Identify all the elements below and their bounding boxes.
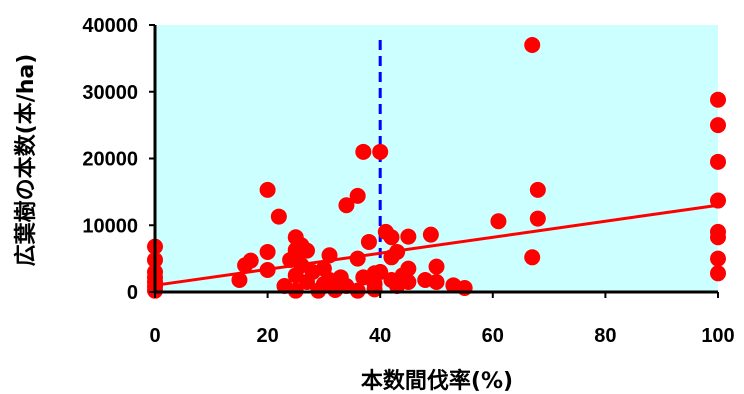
y-tick-label: 10000 — [82, 215, 138, 237]
data-point — [400, 273, 417, 290]
data-point — [383, 229, 400, 246]
data-point — [529, 181, 546, 198]
data-point — [389, 243, 406, 260]
data-point — [259, 181, 276, 198]
data-point — [355, 143, 372, 160]
data-point — [349, 250, 366, 267]
data-point — [710, 117, 726, 134]
data-point — [490, 213, 507, 230]
y-tick-label: 0 — [127, 282, 138, 304]
x-tick-label: 100 — [701, 325, 734, 347]
data-point — [242, 252, 259, 269]
data-point — [349, 187, 366, 204]
data-point — [400, 228, 417, 245]
data-point — [259, 243, 276, 260]
data-point — [400, 260, 417, 277]
y-tick-label: 30000 — [82, 82, 138, 104]
x-tick-label: 40 — [369, 325, 391, 347]
data-point — [270, 208, 287, 225]
x-tick-label: 20 — [256, 325, 278, 347]
data-point — [372, 143, 389, 160]
data-point — [456, 279, 473, 296]
data-point — [529, 210, 546, 227]
data-point — [710, 192, 726, 209]
data-point — [428, 273, 445, 290]
data-point — [299, 242, 316, 259]
x-tick-label: 0 — [149, 325, 160, 347]
data-point — [710, 265, 726, 282]
x-tick-label: 60 — [482, 325, 504, 347]
data-point — [321, 247, 338, 264]
plot-area — [155, 25, 718, 292]
data-point — [710, 229, 726, 246]
data-point — [524, 37, 541, 54]
data-point — [259, 261, 276, 278]
data-point — [524, 249, 541, 266]
data-point — [710, 250, 726, 267]
x-axis-title: 本数間伐率(%) — [361, 368, 513, 394]
y-axis-title: 広葉樹の本数(本/ha) — [13, 54, 39, 267]
x-tick-label: 80 — [594, 325, 616, 347]
data-point — [710, 91, 726, 108]
data-point — [360, 233, 377, 250]
data-point — [231, 271, 248, 288]
data-point — [338, 197, 355, 214]
data-point — [710, 153, 726, 170]
data-point — [428, 258, 445, 275]
y-tick-label: 20000 — [82, 149, 138, 171]
data-point — [422, 226, 439, 243]
y-tick-label: 40000 — [82, 15, 138, 37]
data-point — [372, 263, 389, 280]
